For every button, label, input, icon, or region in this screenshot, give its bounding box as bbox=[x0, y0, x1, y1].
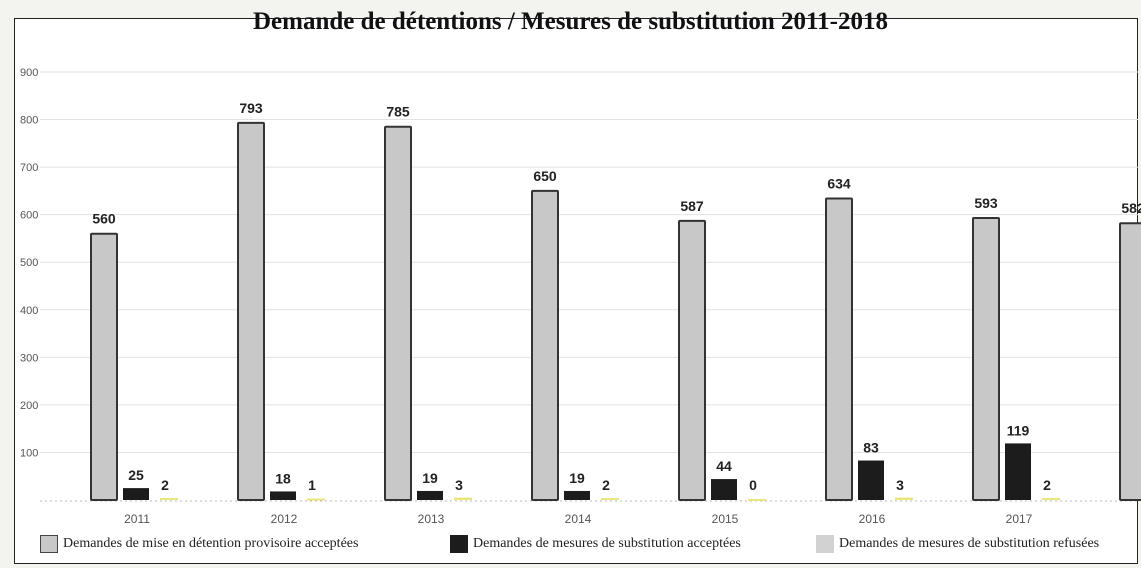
legend-label-detention-acceptees: Demandes de mise en détention provisoire… bbox=[63, 536, 359, 551]
bar-substitution-acceptees bbox=[564, 490, 590, 500]
x-tick-label: 2011 bbox=[124, 512, 150, 526]
bar-detention-acceptees bbox=[384, 125, 412, 501]
data-label-substitution-acceptees: 18 bbox=[275, 470, 291, 486]
legend-swatch-detention-acceptees bbox=[40, 535, 58, 553]
x-tick-label: 2014 bbox=[565, 512, 592, 526]
data-label-detention-acceptees: 582 bbox=[1121, 200, 1141, 216]
data-label-substitution-refusees: 3 bbox=[896, 477, 904, 493]
legend-item-substitution-acceptees: Demandes de mesures de substitution acce… bbox=[450, 535, 741, 553]
bar-detention-acceptees bbox=[825, 197, 853, 501]
x-tick-label: 2013 bbox=[418, 512, 445, 526]
legend: Demandes de mise en détention provisoire… bbox=[40, 535, 1140, 561]
y-tick-label: 600 bbox=[20, 210, 38, 222]
legend-swatch-substitution-acceptees bbox=[450, 535, 468, 553]
x-tick-label: 2016 bbox=[859, 512, 886, 526]
legend-label-substitution-refusees: Demandes de mesures de substitution refu… bbox=[839, 536, 1100, 551]
data-label-substitution-refusees: 3 bbox=[455, 477, 463, 493]
data-label-detention-acceptees: 560 bbox=[92, 211, 116, 227]
bar-substitution-acceptees bbox=[417, 490, 443, 500]
bar-detention-acceptees bbox=[531, 189, 559, 501]
bar-substitution-refusees bbox=[307, 498, 325, 501]
legend-swatch-substitution-refusees bbox=[816, 535, 834, 553]
legend-item-detention-acceptees: Demandes de mise en détention provisoire… bbox=[40, 535, 358, 553]
bar-substitution-acceptees bbox=[711, 479, 737, 500]
bar-detention-acceptees bbox=[1119, 222, 1141, 501]
data-label-detention-acceptees: 650 bbox=[533, 168, 557, 184]
bar-detention-acceptees bbox=[237, 121, 265, 502]
y-tick-label: 700 bbox=[20, 162, 38, 174]
data-label-substitution-refusees: 0 bbox=[749, 477, 757, 493]
bar-detention-acceptees bbox=[678, 219, 706, 502]
data-label-substitution-refusees: 2 bbox=[1043, 477, 1051, 493]
y-tick-label: 200 bbox=[20, 400, 38, 412]
legend-item-substitution-refusees: Demandes de mesures de substitution refu… bbox=[816, 535, 1099, 553]
data-label-detention-acceptees: 785 bbox=[386, 104, 410, 120]
bar-substitution-acceptees bbox=[858, 460, 884, 500]
bar-chart: 900 800 700 600 500 400 300 200 100 560 25 2 2011 793… bbox=[20, 67, 1141, 526]
bar-substitution-refusees bbox=[601, 498, 619, 501]
data-label-substitution-refusees: 1 bbox=[308, 477, 316, 493]
data-label-detention-acceptees: 634 bbox=[827, 175, 851, 191]
bar-substitution-acceptees bbox=[123, 488, 149, 500]
bar-substitution-acceptees bbox=[270, 491, 296, 500]
data-label-detention-acceptees: 593 bbox=[974, 195, 998, 211]
data-label-detention-acceptees: 587 bbox=[680, 198, 704, 214]
chart-title: Demande de détentions / Mesures de subst… bbox=[253, 8, 888, 35]
data-label-detention-acceptees: 793 bbox=[239, 100, 263, 116]
y-tick-label: 100 bbox=[20, 447, 38, 459]
bar-substitution-refusees bbox=[454, 497, 472, 500]
x-tick-label: 2015 bbox=[712, 512, 739, 526]
legend-label-substitution-acceptees: Demandes de mesures de substitution acce… bbox=[473, 536, 741, 551]
bar-substitution-refusees bbox=[1042, 498, 1060, 501]
bar-detention-acceptees bbox=[90, 232, 118, 501]
bar-detention-acceptees bbox=[972, 216, 1000, 502]
data-label-substitution-acceptees: 25 bbox=[128, 467, 144, 483]
chart-frame bbox=[14, 18, 1138, 564]
bar-substitution-refusees bbox=[895, 497, 913, 500]
y-tick-label: 800 bbox=[20, 115, 38, 127]
y-tick-label: 900 bbox=[20, 67, 38, 79]
bar-substitution-refusees bbox=[160, 498, 178, 501]
x-tick-label: 2012 bbox=[271, 512, 298, 526]
x-tick-label: 2017 bbox=[1006, 512, 1033, 526]
data-label-substitution-acceptees: 83 bbox=[863, 440, 879, 456]
y-tick-label: 400 bbox=[20, 305, 38, 317]
data-label-substitution-acceptees: 119 bbox=[1007, 422, 1030, 438]
data-label-substitution-acceptees: 44 bbox=[716, 458, 732, 474]
data-label-substitution-refusees: 2 bbox=[161, 477, 169, 493]
bar-substitution-refusees bbox=[748, 499, 766, 501]
y-tick-label: 500 bbox=[20, 257, 38, 269]
data-label-substitution-acceptees: 19 bbox=[569, 470, 585, 486]
bar-substitution-acceptees bbox=[1005, 443, 1031, 500]
y-tick-label: 300 bbox=[20, 352, 38, 364]
data-label-substitution-refusees: 2 bbox=[602, 477, 610, 493]
data-label-substitution-acceptees: 19 bbox=[422, 470, 438, 486]
